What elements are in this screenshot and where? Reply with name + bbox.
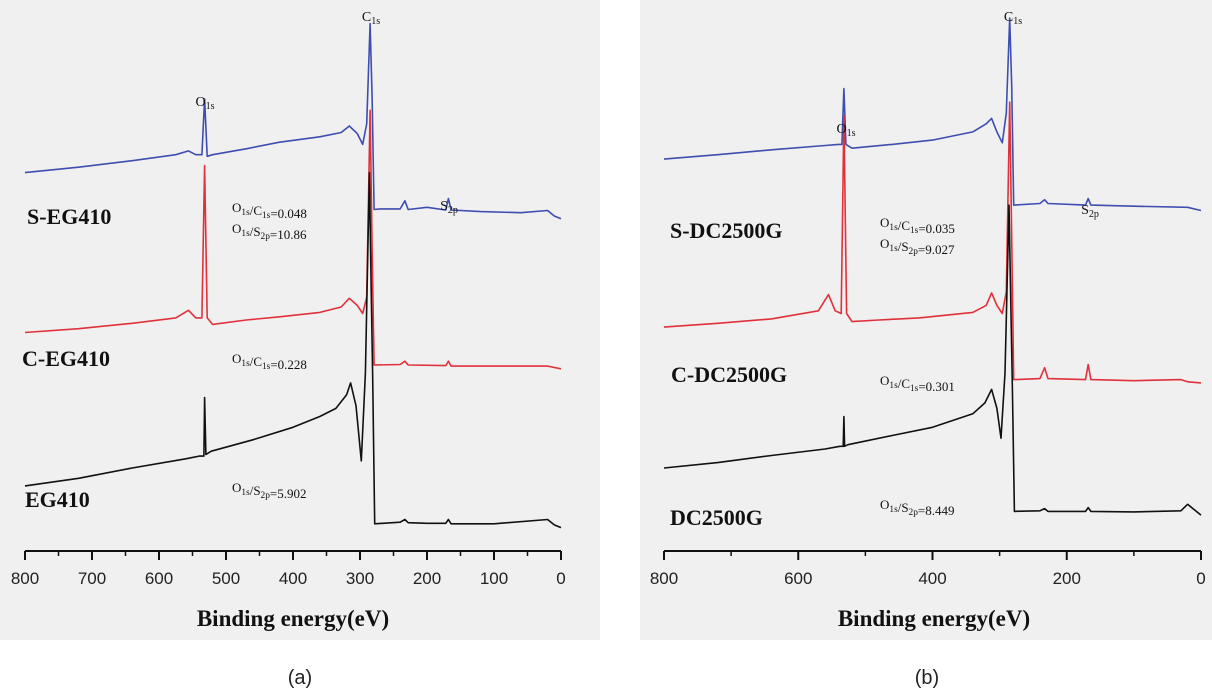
series-line-dc2500g (663, 204, 1202, 516)
ratio-annotation: O1s/C1s=0.301 (880, 373, 955, 394)
x-tick-label: 700 (78, 569, 106, 588)
x-tick-label: 600 (145, 569, 173, 588)
x-tick-label: 100 (480, 569, 508, 588)
panel-b-background (640, 0, 1212, 640)
ratio-annotation: O1s/C1s=0.035 (880, 215, 955, 236)
panel-a-caption: (a) (288, 667, 312, 689)
x-tick-label: 600 (784, 569, 812, 588)
series-label: DC2500G (670, 505, 763, 530)
x-tick-label: 400 (279, 569, 307, 588)
x-axis-label: Binding energy(eV) (838, 606, 1030, 631)
ratio-annotation: O1s/C1s=0.228 (232, 351, 307, 372)
series-line-c-dc2500g (663, 101, 1202, 384)
series-line-s-eg410 (24, 22, 562, 220)
series-line-c-eg410 (24, 109, 562, 370)
ratio-annotation: O1s/S2p=9.027 (880, 236, 955, 257)
peak-label: C1s (362, 10, 380, 27)
x-tick-label: 300 (346, 569, 374, 588)
chart-panel-a: 800 700 600 500 400 300 200 100 0 Binding energy(… (11, 10, 566, 631)
series-label: C-DC2500G (671, 362, 787, 387)
ratio-annotation: O1s/C1s=0.048 (232, 200, 307, 221)
peak-label: C1s (1004, 10, 1022, 27)
series-label: S-EG410 (27, 204, 111, 229)
series-label: EG410 (25, 487, 90, 512)
chart-panel-b: 800 600 400 200 0 Binding energy(eV) S-DC2500G… (650, 10, 1206, 631)
peak-label: S2p (1081, 203, 1099, 220)
x-tick-label: 200 (1053, 569, 1081, 588)
peak-label: O1s (195, 95, 214, 112)
series-label: C-EG410 (22, 346, 110, 371)
series-label: S-DC2500G (670, 218, 782, 243)
peak-label: O1s (836, 122, 855, 139)
series-line-eg410 (24, 171, 562, 529)
x-tick-label: 800 (11, 569, 39, 588)
x-axis-label: Binding energy(eV) (197, 606, 389, 631)
ratio-annotation: O1s/S2p=8.449 (880, 497, 954, 518)
panel-a-background (0, 0, 600, 640)
x-tick-label: 0 (556, 569, 565, 588)
peak-label: S2p (440, 199, 458, 216)
x-tick-label: 0 (1196, 569, 1205, 588)
panel-b-caption: (b) (915, 667, 939, 689)
ratio-annotation: O1s/S2p=5.902 (232, 480, 306, 501)
series-line-s-dc2500g (663, 17, 1202, 212)
x-tick-label: 400 (918, 569, 946, 588)
x-tick-label: 500 (212, 569, 240, 588)
ratio-annotation: O1s/S2p=10.86 (232, 221, 307, 242)
x-tick-label: 800 (650, 569, 678, 588)
x-tick-label: 200 (413, 569, 441, 588)
